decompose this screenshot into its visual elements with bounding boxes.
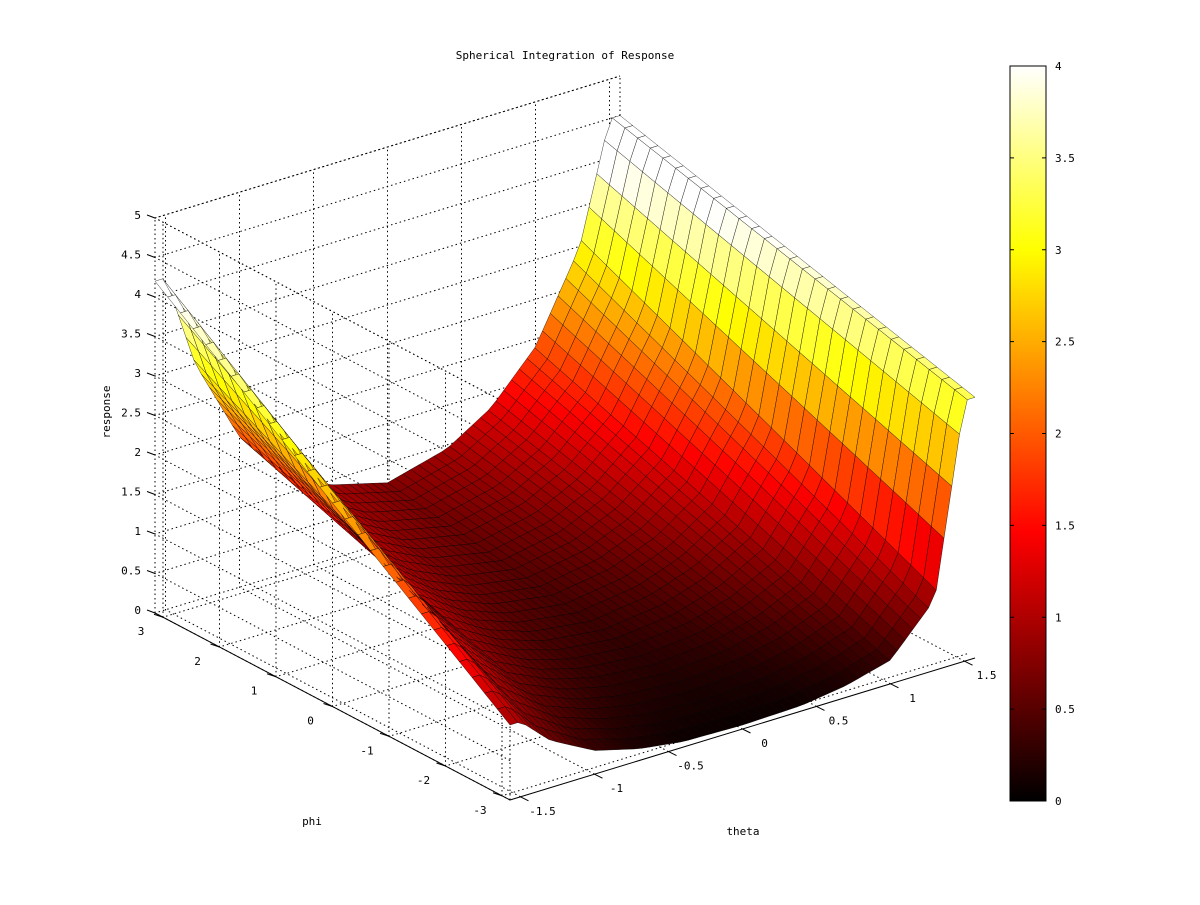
z-tick-label: 2.5: [121, 407, 141, 420]
z-tick: [146, 333, 156, 337]
x-grid-line: [239, 192, 595, 775]
z-tick-label: 4.5: [121, 249, 141, 262]
z-tick-label: 0.5: [121, 565, 141, 578]
surface-mesh: [154, 115, 976, 751]
z-tick: [146, 214, 156, 219]
z-tick: [146, 609, 156, 614]
z-tick: [146, 412, 156, 416]
colorbar-tick-label: 2: [1055, 428, 1062, 441]
y-tick-label: 0: [307, 715, 314, 728]
box-edge: [154, 217, 511, 406]
y-tick: [266, 673, 277, 678]
y-tick-label: 1: [251, 685, 258, 698]
colorbar-tick-label: 1.5: [1055, 519, 1075, 532]
x-axis-label: theta: [726, 825, 759, 838]
colorbar-ticks: 0 0.5 1 1.5 2 2.5 3 3.5 4: [1010, 60, 1075, 808]
z-tick-label: 2: [134, 446, 141, 459]
chart-title: Spherical Integration of Response: [456, 49, 675, 62]
colorbar-tick-label: 3: [1055, 244, 1062, 257]
z-tick: [146, 254, 156, 258]
x-tick-label: 1.5: [977, 669, 997, 682]
x-tick-label: 0.5: [829, 714, 849, 727]
colorbar-tick-label: 1: [1055, 611, 1062, 624]
colorbar-tick-label: 0.5: [1055, 703, 1075, 716]
y-tick-label: 2: [194, 655, 201, 668]
y-tick: [492, 792, 503, 797]
z-tick: [146, 372, 156, 377]
x-tick: [964, 660, 973, 666]
x-tick: [668, 751, 677, 757]
z-tick: [146, 451, 156, 456]
z-tick-label: 3.5: [121, 328, 141, 341]
y-tick: [323, 703, 333, 707]
y-tick-label: -2: [417, 774, 430, 787]
x-tick: [742, 728, 751, 734]
z-tick: [146, 530, 156, 535]
x-tick-label: 0: [761, 737, 768, 750]
box-edge: [154, 75, 621, 219]
z-tick-label: 4: [134, 288, 141, 301]
y-tick-label: 3: [138, 625, 145, 638]
y-tick: [210, 643, 220, 648]
x-tick: [520, 796, 529, 802]
colorbar-tick-label: 4: [1055, 60, 1062, 73]
z-tick-label: 3: [134, 367, 141, 380]
x-tick-label: -1: [610, 782, 623, 795]
x-tick-label: -0.5: [677, 760, 704, 773]
y-tick: [379, 732, 390, 737]
colorbar-tick-label: 0: [1055, 795, 1062, 808]
colorbar-tick-label: 3.5: [1055, 152, 1075, 165]
z-tick-label: 1: [134, 525, 141, 538]
x-tick-label: 1: [909, 692, 916, 705]
y-tick-label: -1: [360, 744, 373, 757]
z-tick-label: 5: [134, 209, 141, 222]
x-tick: [594, 773, 603, 779]
x-tick-label: -1.5: [529, 805, 556, 818]
x-tick: [816, 705, 825, 711]
y-axis-label: phi: [302, 815, 322, 828]
z-tick: [146, 491, 156, 495]
x-grid-line: [165, 214, 521, 798]
z-tick: [146, 293, 156, 298]
y-tick: [153, 613, 164, 618]
axes: 0 0.5 1 1.5 2 2.5 3 3.5 4 4.5 5 -3 -2 -1 0 1 2 3 -1.5 -1 -0.…: [121, 209, 996, 818]
z-tick-label: 0: [134, 604, 141, 617]
y-tick-label: -3: [473, 804, 486, 817]
z-axis-label: response: [100, 386, 113, 439]
colorbar: 0 0.5 1 1.5 2 2.5 3 3.5 4: [1009, 60, 1075, 808]
surface-patch: [954, 386, 976, 400]
z-tick-label: 1.5: [121, 486, 141, 499]
colorbar-gradient: [1009, 65, 1047, 802]
z-tick: [146, 570, 156, 574]
x-grid-line: [313, 169, 669, 753]
x-tick: [890, 683, 899, 689]
colorbar-tick-label: 2.5: [1055, 336, 1075, 349]
y-tick: [436, 762, 446, 767]
